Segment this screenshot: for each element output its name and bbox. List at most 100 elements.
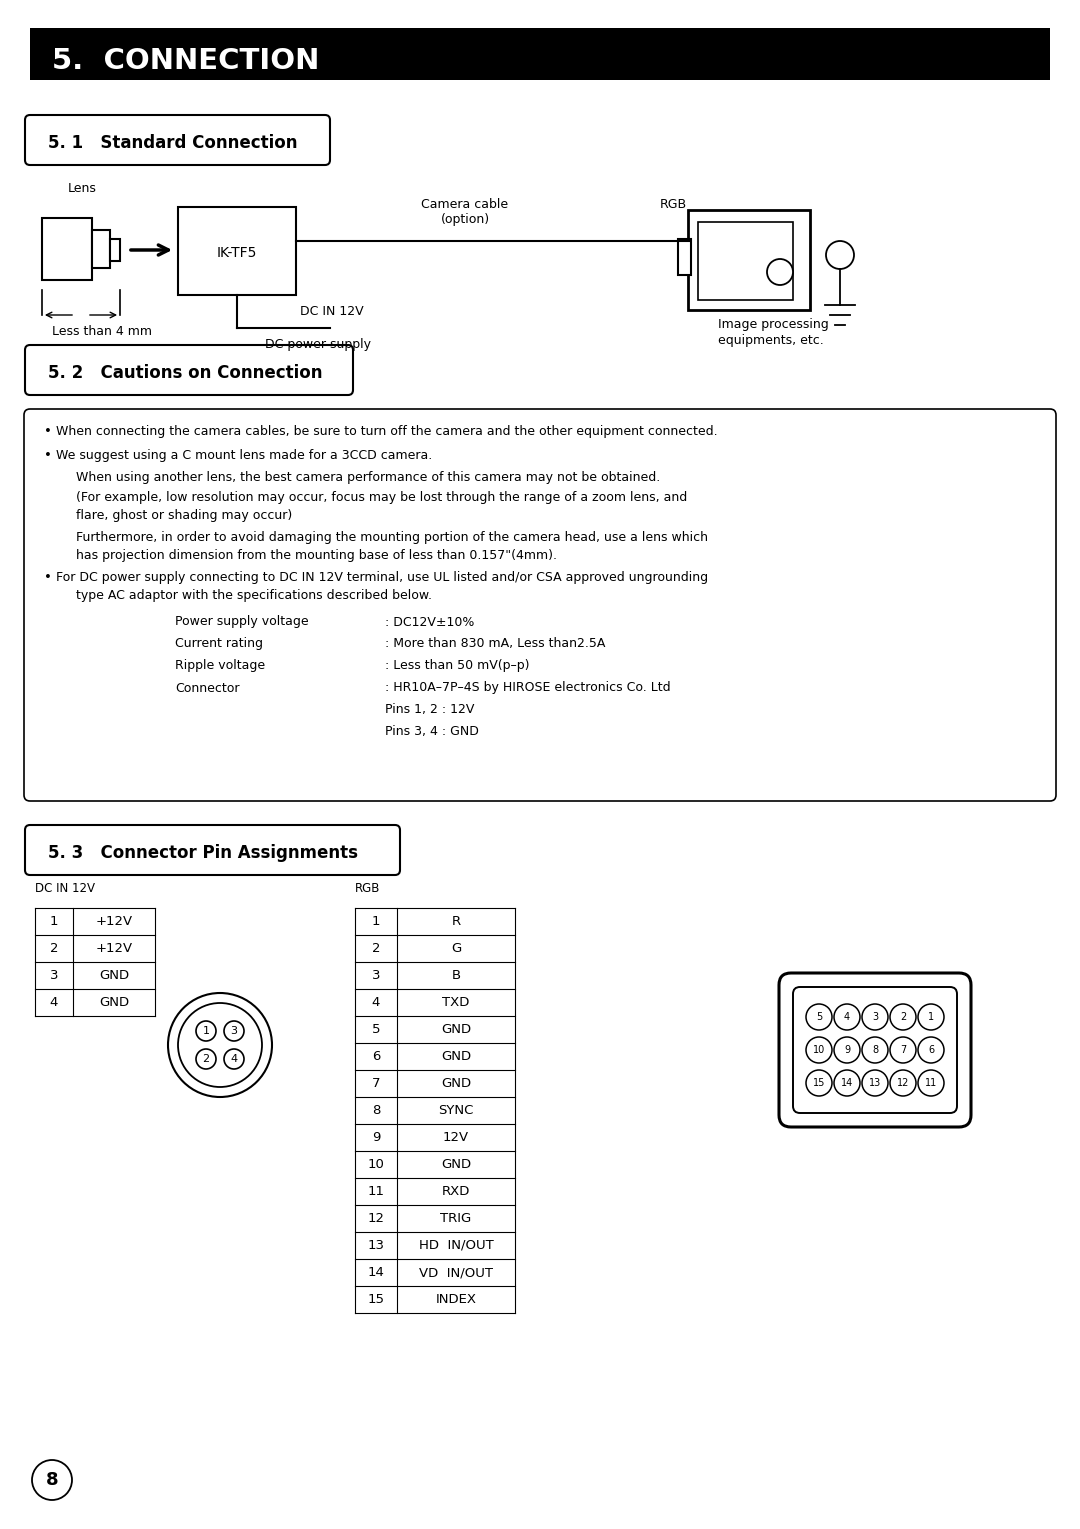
Text: RGB: RGB	[660, 197, 687, 211]
Text: has projection dimension from the mounting base of less than 0.157"(4mm).: has projection dimension from the mounti…	[76, 549, 557, 561]
Circle shape	[224, 1049, 244, 1069]
Bar	[30, 28, 1050, 80]
Circle shape	[32, 1460, 72, 1500]
Text: (For example, low resolution may occur, focus may be lost through the range of a: (For example, low resolution may occur, …	[76, 491, 687, 505]
Text: 14: 14	[841, 1078, 853, 1089]
Text: DC power supply: DC power supply	[265, 338, 372, 352]
Circle shape	[918, 1037, 944, 1063]
Text: 5.  CONNECTION: 5. CONNECTION	[52, 47, 320, 75]
Text: +12V: +12V	[95, 942, 133, 956]
Circle shape	[168, 992, 272, 1096]
Text: 1: 1	[928, 1012, 934, 1021]
Text: •: •	[44, 425, 52, 439]
Text: 7: 7	[372, 1076, 380, 1090]
Circle shape	[890, 1070, 916, 1096]
Text: 15: 15	[813, 1078, 825, 1089]
Text: GND: GND	[441, 1050, 471, 1063]
FancyBboxPatch shape	[779, 972, 971, 1127]
Text: 1: 1	[372, 914, 380, 928]
Text: 5: 5	[815, 1012, 822, 1021]
Text: 8: 8	[45, 1471, 58, 1489]
Circle shape	[862, 1005, 888, 1031]
Text: Less than 4 mm: Less than 4 mm	[52, 326, 152, 338]
Text: 3: 3	[50, 969, 58, 982]
Text: 14: 14	[367, 1266, 384, 1278]
Text: TXD: TXD	[443, 995, 470, 1009]
Circle shape	[890, 1037, 916, 1063]
Circle shape	[195, 1021, 216, 1041]
Text: Image processing: Image processing	[718, 318, 828, 330]
Text: RGB: RGB	[355, 882, 380, 894]
Text: For DC power supply connecting to DC IN 12V terminal, use UL listed and/or CSA a: For DC power supply connecting to DC IN …	[56, 570, 708, 584]
Text: SYNC: SYNC	[438, 1104, 474, 1118]
Text: 9: 9	[843, 1044, 850, 1055]
Text: 13: 13	[869, 1078, 881, 1089]
Text: 9: 9	[372, 1131, 380, 1144]
Circle shape	[918, 1005, 944, 1031]
Text: 2: 2	[50, 942, 58, 956]
Text: 12: 12	[896, 1078, 909, 1089]
Text: 8: 8	[372, 1104, 380, 1118]
Text: VD  IN/OUT: VD IN/OUT	[419, 1266, 492, 1278]
Text: GND: GND	[99, 995, 130, 1009]
Bar	[678, 239, 691, 275]
Text: HD  IN/OUT: HD IN/OUT	[419, 1238, 494, 1252]
Text: 6: 6	[372, 1050, 380, 1063]
FancyBboxPatch shape	[25, 826, 400, 875]
Text: : More than 830 mA, Less than2.5A: : More than 830 mA, Less than2.5A	[384, 638, 606, 650]
Text: 12: 12	[367, 1212, 384, 1225]
Text: 7: 7	[900, 1044, 906, 1055]
Text: 10: 10	[367, 1157, 384, 1171]
Text: RXD: RXD	[442, 1185, 470, 1199]
Text: 3: 3	[230, 1026, 238, 1037]
Text: Connector: Connector	[175, 682, 240, 694]
Text: type AC adaptor with the specifications described below.: type AC adaptor with the specifications …	[76, 590, 432, 602]
Text: 12V: 12V	[443, 1131, 469, 1144]
Text: Power supply voltage: Power supply voltage	[175, 616, 309, 628]
Circle shape	[826, 242, 854, 269]
Text: Pins 3, 4 : GND: Pins 3, 4 : GND	[384, 725, 478, 739]
Text: 4: 4	[372, 995, 380, 1009]
Text: flare, ghost or shading may occur): flare, ghost or shading may occur)	[76, 509, 293, 523]
Text: 5: 5	[372, 1023, 380, 1037]
Text: GND: GND	[441, 1157, 471, 1171]
Text: equipments, etc.: equipments, etc.	[718, 333, 824, 347]
Text: : HR10A–7P–4S by HIROSE electronics Co. Ltd: : HR10A–7P–4S by HIROSE electronics Co. …	[384, 682, 671, 694]
Bar	[110, 239, 120, 261]
Text: 2: 2	[372, 942, 380, 956]
Text: 4: 4	[230, 1053, 238, 1064]
Text: +12V: +12V	[95, 914, 133, 928]
Bar	[92, 229, 110, 268]
Text: 15: 15	[367, 1294, 384, 1306]
Text: 5. 1   Standard Connection: 5. 1 Standard Connection	[48, 135, 297, 151]
Text: Pins 1, 2 : 12V: Pins 1, 2 : 12V	[384, 703, 474, 717]
Circle shape	[224, 1021, 244, 1041]
Text: •: •	[44, 570, 52, 584]
Text: B: B	[451, 969, 460, 982]
Circle shape	[806, 1005, 832, 1031]
Text: 5. 2   Cautions on Connection: 5. 2 Cautions on Connection	[48, 364, 323, 382]
Text: G: G	[450, 942, 461, 956]
Bar	[688, 209, 810, 310]
Text: IK-TF5: IK-TF5	[217, 246, 257, 260]
Text: 13: 13	[367, 1238, 384, 1252]
Circle shape	[862, 1037, 888, 1063]
Text: 3: 3	[872, 1012, 878, 1021]
Bar	[42, 219, 92, 280]
Text: We suggest using a C mount lens made for a 3CCD camera.: We suggest using a C mount lens made for…	[56, 448, 432, 462]
Text: DC IN 12V: DC IN 12V	[300, 304, 364, 318]
Text: R: R	[451, 914, 460, 928]
Text: Camera cable: Camera cable	[421, 197, 509, 211]
Text: Current rating: Current rating	[175, 638, 264, 650]
Text: •: •	[44, 448, 52, 462]
Text: : Less than 50 mV(p–p): : Less than 50 mV(p–p)	[384, 659, 529, 673]
Text: DC IN 12V: DC IN 12V	[35, 882, 95, 894]
Circle shape	[834, 1037, 860, 1063]
Text: 4: 4	[843, 1012, 850, 1021]
FancyBboxPatch shape	[24, 408, 1056, 801]
FancyBboxPatch shape	[25, 346, 353, 394]
Text: 5. 3   Connector Pin Assignments: 5. 3 Connector Pin Assignments	[48, 844, 357, 862]
Text: When connecting the camera cables, be sure to turn off the camera and the other : When connecting the camera cables, be su…	[56, 425, 717, 439]
Text: Ripple voltage: Ripple voltage	[175, 659, 265, 673]
Text: (option): (option)	[441, 213, 489, 226]
